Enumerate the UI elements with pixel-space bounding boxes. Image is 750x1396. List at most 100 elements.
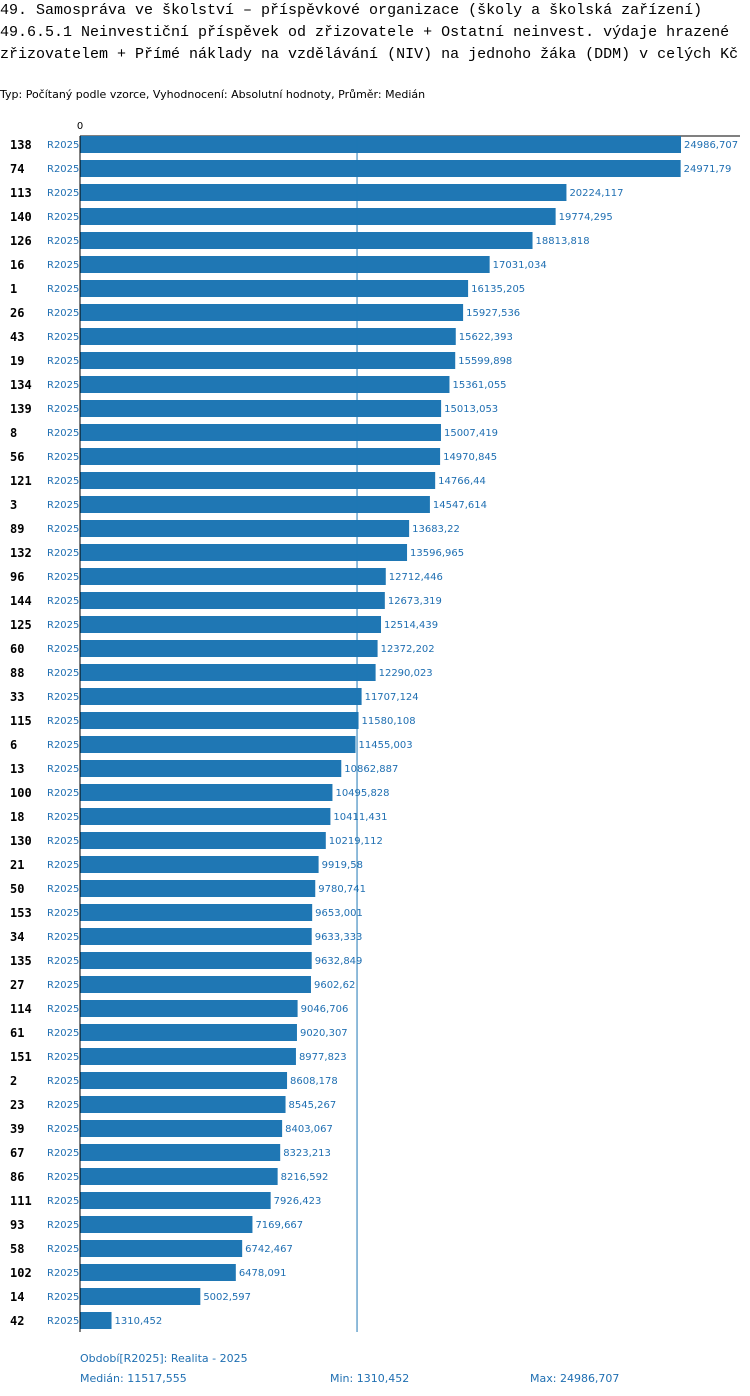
value-label: 12514,439 xyxy=(384,620,438,631)
bar xyxy=(80,472,436,489)
series-label: R2025 xyxy=(47,284,79,295)
category-label: 138 xyxy=(10,138,32,152)
bar xyxy=(80,328,456,345)
series-label: R2025 xyxy=(47,740,79,751)
series-label: R2025 xyxy=(47,812,79,823)
category-label: 74 xyxy=(10,162,24,176)
series-label: R2025 xyxy=(47,1004,79,1015)
bar xyxy=(80,1264,236,1281)
series-label: R2025 xyxy=(47,692,79,703)
series-label: R2025 xyxy=(47,140,79,151)
bar xyxy=(80,616,382,633)
bar xyxy=(80,448,441,465)
bar xyxy=(80,880,316,897)
series-label: R2025 xyxy=(47,716,79,727)
category-label: 93 xyxy=(10,1218,24,1232)
value-label: 15007,419 xyxy=(444,428,498,439)
bar xyxy=(80,496,430,513)
bar xyxy=(80,1072,288,1089)
value-label: 6478,091 xyxy=(239,1268,287,1279)
category-label: 132 xyxy=(10,546,32,560)
value-label: 9632,849 xyxy=(315,956,363,967)
series-label: R2025 xyxy=(47,332,79,343)
series-label: R2025 xyxy=(47,188,79,199)
bar xyxy=(80,736,356,753)
category-label: 39 xyxy=(10,1122,24,1136)
category-label: 58 xyxy=(10,1242,24,1256)
category-label: 21 xyxy=(10,858,24,872)
chart-title: 49. Samospráva ve školství – příspěvkové… xyxy=(0,0,750,66)
series-label: R2025 xyxy=(47,1148,79,1159)
category-label: 1 xyxy=(10,282,17,296)
value-label: 10219,112 xyxy=(329,836,383,847)
value-label: 19774,295 xyxy=(559,212,613,223)
value-label: 11707,124 xyxy=(365,692,419,703)
bar xyxy=(80,856,319,873)
series-label: R2025 xyxy=(47,884,79,895)
value-label: 9046,706 xyxy=(301,1004,349,1015)
category-label: 153 xyxy=(10,906,32,920)
value-label: 15599,898 xyxy=(458,356,512,367)
category-label: 60 xyxy=(10,642,24,656)
value-label: 9780,741 xyxy=(318,884,366,895)
bar xyxy=(80,376,450,393)
value-label: 12290,023 xyxy=(379,668,433,679)
value-label: 10495,828 xyxy=(335,788,389,799)
series-label: R2025 xyxy=(47,476,79,487)
category-label: 114 xyxy=(10,1002,32,1016)
series-label: R2025 xyxy=(47,596,79,607)
category-label: 100 xyxy=(10,786,32,800)
bar xyxy=(80,1240,243,1257)
series-label: R2025 xyxy=(47,956,79,967)
category-label: 42 xyxy=(10,1314,24,1328)
series-label: R2025 xyxy=(47,764,79,775)
value-label: 7926,423 xyxy=(274,1196,322,1207)
series-label: R2025 xyxy=(47,572,79,583)
bar xyxy=(80,136,681,153)
series-label: R2025 xyxy=(47,1172,79,1183)
value-label: 11455,003 xyxy=(359,740,413,751)
category-label: 6 xyxy=(10,738,17,752)
value-label: 12372,202 xyxy=(381,644,435,655)
title-line-1: 49. Samospráva ve školství – příspěvkové… xyxy=(0,2,703,19)
series-label: R2025 xyxy=(47,1100,79,1111)
chart-subtitle: Typ: Počítaný podle vzorce, Vyhodnocení:… xyxy=(0,88,426,101)
bar xyxy=(80,1000,298,1017)
bar xyxy=(80,1120,283,1137)
category-label: 88 xyxy=(10,666,24,680)
category-label: 96 xyxy=(10,570,24,584)
series-label: R2025 xyxy=(47,260,79,271)
value-label: 8608,178 xyxy=(290,1076,338,1087)
value-label: 12673,319 xyxy=(388,596,442,607)
series-label: R2025 xyxy=(47,308,79,319)
bar xyxy=(80,160,681,177)
series-label: R2025 xyxy=(47,908,79,919)
series-label: R2025 xyxy=(47,1028,79,1039)
series-label: R2025 xyxy=(47,980,79,991)
value-label: 10411,431 xyxy=(333,812,387,823)
bar xyxy=(80,544,408,561)
value-label: 1310,452 xyxy=(115,1316,163,1327)
series-label: R2025 xyxy=(47,1244,79,1255)
bar xyxy=(80,1168,278,1185)
bar xyxy=(80,208,556,225)
value-label: 15622,393 xyxy=(459,332,513,343)
category-label: 50 xyxy=(10,882,24,896)
category-label: 115 xyxy=(10,714,32,728)
category-label: 86 xyxy=(10,1170,24,1184)
bar xyxy=(80,1288,201,1305)
category-label: 34 xyxy=(10,930,24,944)
series-label: R2025 xyxy=(47,1076,79,1087)
bar xyxy=(80,760,342,777)
bar xyxy=(80,664,376,681)
series-label: R2025 xyxy=(47,1268,79,1279)
value-label: 16135,205 xyxy=(471,284,525,295)
value-label: 14970,845 xyxy=(443,452,497,463)
value-label: 9653,001 xyxy=(315,908,363,919)
category-label: 125 xyxy=(10,618,32,632)
value-label: 15013,053 xyxy=(444,404,498,415)
series-label: R2025 xyxy=(47,404,79,415)
category-label: 130 xyxy=(10,834,32,848)
value-label: 9020,307 xyxy=(300,1028,348,1039)
